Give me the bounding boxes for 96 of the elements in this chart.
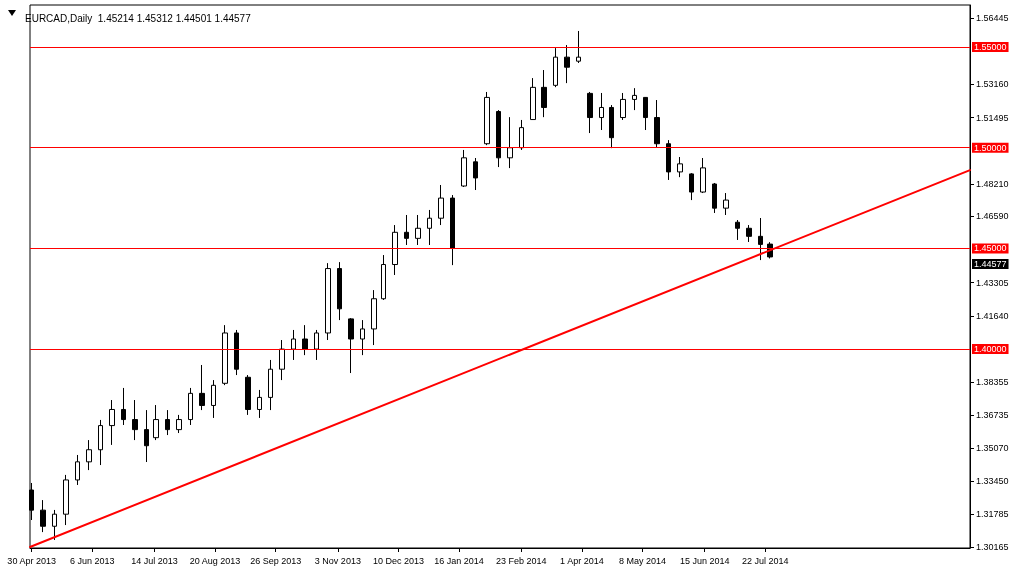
x-tick-label: 16 Jan 2014: [434, 555, 484, 566]
candlestick: [700, 157, 706, 194]
candlestick: [348, 317, 354, 374]
candlestick: [654, 99, 660, 148]
y-tick-label: 1.46590: [976, 211, 1009, 222]
y-tick-label: 1.51495: [976, 112, 1009, 123]
candlestick: [541, 69, 547, 118]
candlestick: [392, 224, 398, 276]
candlestick: [291, 329, 296, 361]
candlestick: [620, 92, 626, 121]
candlestick: [666, 139, 671, 181]
candlestick: [40, 499, 46, 533]
candlestick: [427, 209, 432, 246]
ref-line-label: 1.45000: [974, 243, 1007, 254]
candlestick: [599, 92, 604, 131]
y-tick-label: 1.43305: [976, 277, 1009, 288]
candlestick: [165, 409, 170, 436]
candlestick: [530, 77, 536, 121]
y-tick-label: 1.30165: [976, 542, 1009, 553]
candlestick: [461, 149, 467, 188]
x-tick-label: 6 Jun 2013: [69, 555, 115, 566]
candlestick: [677, 156, 683, 178]
candlestick: [63, 474, 69, 526]
candlestick: [153, 404, 159, 441]
y-tick-label: 1.35070: [976, 443, 1009, 454]
candlestick: [279, 339, 285, 381]
y-tick-label: 1.31785: [976, 509, 1009, 520]
candlestick: [75, 454, 80, 486]
x-tick-label: 22 Jul 2014: [742, 555, 789, 566]
candlestick: [404, 214, 409, 246]
candlestick: [689, 172, 694, 201]
text: 1.44577: [974, 258, 1007, 269]
candlestick: [52, 509, 57, 541]
candlestick: [211, 379, 216, 419]
candlestick: [576, 30, 581, 64]
candlestick: [746, 224, 752, 243]
x-tick-label: 1 Apr 2014: [560, 555, 604, 566]
candlestick: [144, 409, 149, 463]
candlestick: [484, 91, 490, 146]
candlestick: [199, 364, 205, 411]
candlestick: [473, 157, 478, 191]
candlestick: [553, 47, 558, 88]
candlestick: [86, 439, 92, 471]
candlestick: [222, 324, 228, 386]
candlestick: [496, 109, 501, 168]
ref-line-label: 1.40000: [974, 344, 1007, 355]
candlestick: [609, 104, 614, 149]
candlestick: [360, 319, 365, 356]
x-tick-label: 10 Dec 2013: [372, 555, 424, 566]
y-tick-label: 1.38355: [976, 377, 1009, 388]
y-tick-label: 1.48210: [976, 178, 1009, 189]
candlestick: [98, 419, 103, 466]
y-tick-label: 1.41640: [976, 311, 1009, 322]
candlestick: [450, 194, 455, 266]
candlestick: [188, 387, 193, 426]
candlestick: [109, 399, 115, 446]
x-tick-label: 26 Sep 2013: [250, 555, 302, 566]
candlestick: [438, 184, 444, 226]
x-tick-label: 30 Apr 2013: [7, 555, 56, 566]
x-tick-label: 23 Feb 2014: [496, 555, 547, 566]
x-tick-label: 20 Aug 2013: [189, 555, 241, 566]
candlestick: [564, 44, 570, 84]
candlestick: [337, 261, 342, 321]
candlestick: [257, 389, 262, 419]
ref-line-label: 1.50000: [974, 142, 1007, 153]
candlestick: [176, 414, 182, 434]
candlestick: [325, 262, 331, 341]
candlestick: [234, 329, 239, 376]
candlestick: [735, 219, 740, 241]
candlestick: [132, 399, 138, 441]
candlestick: [371, 289, 377, 346]
candlestick: [723, 192, 729, 216]
x-tick-label: 15 Jun 2014: [679, 555, 730, 566]
y-tick-label: 1.56445: [976, 12, 1009, 23]
x-tick-label: 3 Nov 2013: [314, 555, 361, 566]
candlestick: [121, 387, 126, 426]
x-tick-label: 8 May 2014: [618, 555, 666, 566]
y-tick-label: 1.53160: [976, 79, 1009, 90]
candlestick: [712, 182, 717, 214]
candlestick: [381, 254, 386, 301]
y-tick-label: 1.33450: [976, 475, 1009, 486]
text: EURCAD,Daily 1.45214 1.45312 1.44501 1.44577: [25, 12, 252, 24]
candlestick: [758, 217, 763, 261]
candlestick: [268, 359, 273, 411]
candlestick: [632, 87, 637, 111]
candlestick: [587, 91, 593, 134]
candlestick: [519, 119, 524, 151]
y-tick-label: 1.36735: [976, 409, 1009, 420]
candlestick: [643, 96, 648, 131]
candlestick: [245, 374, 251, 416]
candlestick: [415, 214, 421, 246]
candlestick: [314, 329, 319, 361]
candlestick: [302, 324, 308, 356]
ref-line-label: 1.55000: [974, 42, 1007, 53]
x-tick-label: 14 Jul 2013: [131, 555, 178, 566]
candlestick: [507, 116, 513, 169]
